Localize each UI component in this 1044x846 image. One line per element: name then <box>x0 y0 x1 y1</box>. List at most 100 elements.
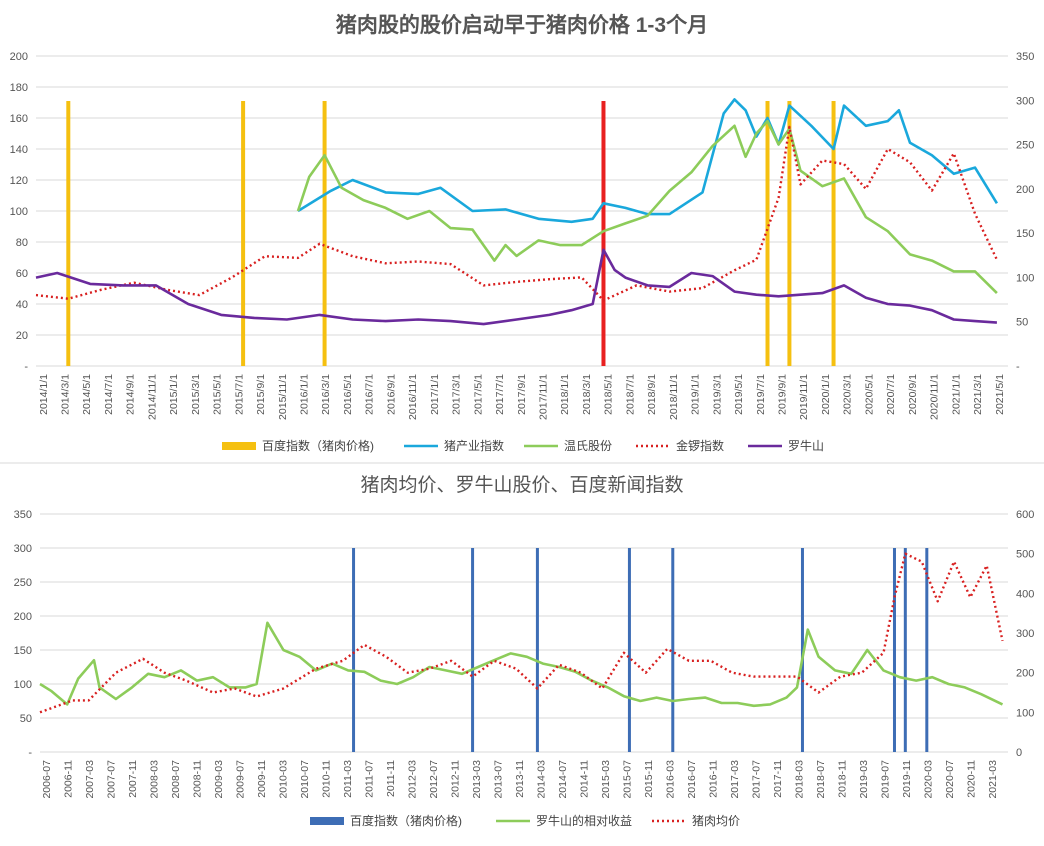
y-right-tick-label: 300 <box>1016 628 1034 640</box>
chart-1: 猪肉股的股价启动早于猪肉价格 1-3个月 - 20 40 60 80 100 120 140 1… <box>10 13 1035 453</box>
x-tick-label: 2007-07 <box>105 760 117 799</box>
x-tick-label: 2012-03 <box>406 760 418 799</box>
x-tick-label: 2015-03 <box>600 760 612 799</box>
x-tick-label: 2016-07 <box>686 760 698 799</box>
x-tick-label: 2019/7/1 <box>755 374 767 415</box>
y-left-tick-label: 80 <box>16 237 28 249</box>
legend-label-baidu: 百度指数（猪肉价格) <box>262 438 374 453</box>
legend-label-baidu-2: 百度指数（猪肉价格) <box>350 813 462 828</box>
x-tick-label: 2015/5/1 <box>212 374 224 415</box>
y-left-tick-label: 50 <box>20 713 32 725</box>
x-tick-label: 2018/5/1 <box>603 374 615 415</box>
event-bar <box>471 548 475 752</box>
x-tick-label: 2015/3/1 <box>190 374 202 415</box>
x-tick-label: 2014/9/1 <box>125 374 137 415</box>
y-left-tick-label: 60 <box>16 268 28 280</box>
y-left-tick-label: 150 <box>14 645 32 657</box>
x-tick-label: 2016/11/1 <box>407 374 419 420</box>
y-left-tick-label: 200 <box>10 51 28 63</box>
y-right-tick-label: - <box>1016 361 1020 373</box>
chart-1-legend: 百度指数（猪肉价格) 猪产业指数 温氏股份 金锣指数 罗牛山 <box>222 438 824 453</box>
series-line-1 <box>296 119 998 295</box>
x-tick-label: 2014/11/1 <box>146 374 158 420</box>
x-tick-label: 2019-11 <box>901 760 913 798</box>
x-tick-label: 2015-07 <box>621 760 633 799</box>
x-tick-label: 2008-03 <box>148 760 160 799</box>
y-right-tick-label: 350 <box>1016 51 1034 63</box>
x-tick-label: 2018-03 <box>793 760 805 799</box>
x-tick-label: 2006-11 <box>62 760 74 798</box>
x-tick-label: 2017-11 <box>772 760 784 798</box>
series-line-0 <box>39 621 1004 708</box>
x-tick-label: 2017-03 <box>729 760 741 799</box>
y-right-tick-label: 500 <box>1016 549 1034 561</box>
event-bar <box>627 548 631 752</box>
event-bar <box>352 548 356 752</box>
y-left-tick-label: 160 <box>10 113 28 125</box>
x-tick-label: 2015-11 <box>643 760 655 798</box>
x-tick-label: 2014/7/1 <box>103 374 115 415</box>
series-line-1 <box>39 552 1004 714</box>
event-bar <box>66 101 71 366</box>
x-tick-label: 2011-07 <box>363 760 375 798</box>
x-tick-label: 2014/3/1 <box>60 374 72 415</box>
y-left-tick-label: 300 <box>14 543 32 555</box>
x-tick-label: 2009-11 <box>256 760 268 798</box>
x-tick-label: 2017/7/1 <box>494 374 506 415</box>
y-left-tick-label: - <box>28 747 32 759</box>
chart-1-title: 猪肉股的股价启动早于猪肉价格 1-3个月 <box>335 13 708 37</box>
y-right-tick-label: 150 <box>1016 228 1034 240</box>
x-tick-label: 2018-07 <box>815 760 827 799</box>
x-tick-label: 2018/3/1 <box>581 374 593 415</box>
event-bar <box>831 101 836 366</box>
y-right-tick-label: 400 <box>1016 588 1034 600</box>
y-right-tick-label: 100 <box>1016 272 1034 284</box>
x-tick-label: 2014-07 <box>557 760 569 799</box>
legend-label-relative-return: 罗牛山的相对收益 <box>536 813 632 828</box>
x-tick-label: 2019-07 <box>879 760 891 799</box>
x-tick-label: 2017/3/1 <box>451 374 463 415</box>
x-tick-label: 2017/1/1 <box>429 374 441 415</box>
x-tick-label: 2020/1/1 <box>820 374 832 415</box>
x-tick-label: 2021/3/1 <box>972 374 984 415</box>
legend-label-luoniushan: 罗牛山 <box>788 438 824 453</box>
legend-label-pork-price: 猪肉均价 <box>692 814 740 828</box>
x-tick-label: 2018/1/1 <box>559 374 571 415</box>
x-tick-label: 2018/11/1 <box>668 374 680 420</box>
x-tick-label: 2019/5/1 <box>733 374 745 415</box>
x-tick-label: 2016/7/1 <box>364 374 376 415</box>
x-tick-label: 2020/5/1 <box>863 374 875 415</box>
y-right-tick-label: 200 <box>1016 184 1034 196</box>
x-tick-label: 2019-03 <box>858 760 870 799</box>
y-left-tick-label: 350 <box>14 509 32 521</box>
x-tick-label: 2017/9/1 <box>516 374 528 415</box>
x-tick-label: 2013-03 <box>471 760 483 799</box>
y-right-tick-label: 600 <box>1016 509 1034 521</box>
y-right-tick-label: 50 <box>1016 317 1028 329</box>
event-bar <box>671 548 675 752</box>
series-line-0 <box>297 98 999 224</box>
x-tick-label: 2014-03 <box>535 760 547 799</box>
x-tick-label: 2020-11 <box>965 760 977 798</box>
x-tick-label: 2019/9/1 <box>777 374 789 415</box>
x-tick-label: 2016-11 <box>707 760 719 798</box>
x-tick-label: 2011-03 <box>342 760 354 798</box>
x-tick-label: 2012-07 <box>428 760 440 799</box>
x-tick-label: 2018/9/1 <box>646 374 658 415</box>
x-tick-label: 2017/11/1 <box>538 374 550 420</box>
y-left-tick-label: 120 <box>10 175 28 187</box>
x-tick-label: 2009-07 <box>234 760 246 799</box>
legend-label-jinluo: 金锣指数 <box>676 438 724 453</box>
x-tick-label: 2021/1/1 <box>950 374 962 415</box>
y-left-tick-label: 140 <box>10 144 28 156</box>
x-tick-label: 2020-03 <box>922 760 934 799</box>
x-tick-label: 2020/9/1 <box>907 374 919 415</box>
x-tick-label: 2006-07 <box>41 760 53 799</box>
x-tick-label: 2011-11 <box>385 760 397 797</box>
y-right-tick-label: 200 <box>1016 668 1034 680</box>
x-tick-label: 2017/5/1 <box>472 374 484 415</box>
x-tick-label: 2015/9/1 <box>255 374 267 415</box>
x-tick-label: 2007-03 <box>84 760 96 799</box>
